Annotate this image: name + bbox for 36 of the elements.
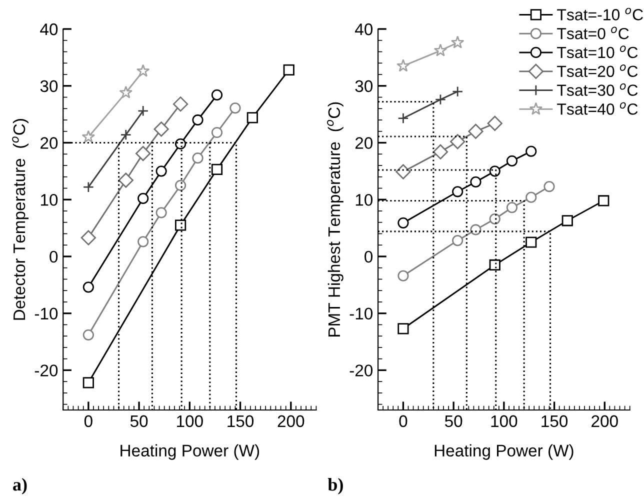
y-tick-label: 20: [40, 137, 58, 149]
y-tick-label: 30: [40, 80, 58, 92]
x-tick-label: 200: [278, 415, 304, 428]
text: a): [13, 478, 27, 494]
x-axis-title: Heating Power (W): [120, 444, 260, 460]
x-tick-label: 200: [592, 415, 618, 428]
y-axis-title: PMT Highest Temperature ($^{o}$C): [327, 102, 344, 336]
x-tick-label: 50: [444, 415, 462, 428]
y-tick-label: 0: [50, 250, 58, 263]
y-tick-label: 40: [355, 23, 373, 36]
legend-label: Tsat=0 $^{o}$C: [557, 26, 629, 40]
x-tick-label: 0: [84, 415, 92, 428]
y-tick-label: -10: [350, 308, 373, 320]
x-tick-label: 100: [177, 415, 203, 428]
legend-label: Tsat=30 $^{o}$C: [557, 83, 638, 96]
x-tick-label: 150: [542, 415, 568, 428]
y-tick-label: -20: [34, 364, 58, 376]
x-tick-label: 50: [130, 415, 148, 428]
y-tick-label: 10: [40, 194, 58, 206]
legend-label: Tsat=-10 $^{o}$C: [557, 8, 643, 20]
y-tick-label: 30: [355, 80, 373, 92]
legend-label: Tsat=20 $^{o}$C: [557, 64, 638, 78]
y-tick-label: 20: [355, 137, 373, 149]
legend-label: Tsat=40 $^{o}$C: [557, 102, 638, 115]
x-tick-label: 150: [228, 415, 254, 428]
y-axis-title: Detector Temperature ($^{o}$C): [12, 119, 28, 320]
y-tick-label: 10: [356, 194, 373, 206]
legend-label: Tsat=10 $^{o}$C: [557, 46, 638, 58]
x-tick-label: 100: [491, 415, 518, 428]
y-tick-label: 40: [40, 23, 58, 36]
text: b): [328, 478, 343, 494]
x-tick-label: 0: [399, 415, 408, 428]
x-axis-title: Heating Power (W): [434, 444, 574, 460]
y-tick-label: -20: [350, 364, 373, 376]
y-tick-label: -10: [34, 308, 58, 320]
y-tick-label: 0: [364, 250, 373, 263]
